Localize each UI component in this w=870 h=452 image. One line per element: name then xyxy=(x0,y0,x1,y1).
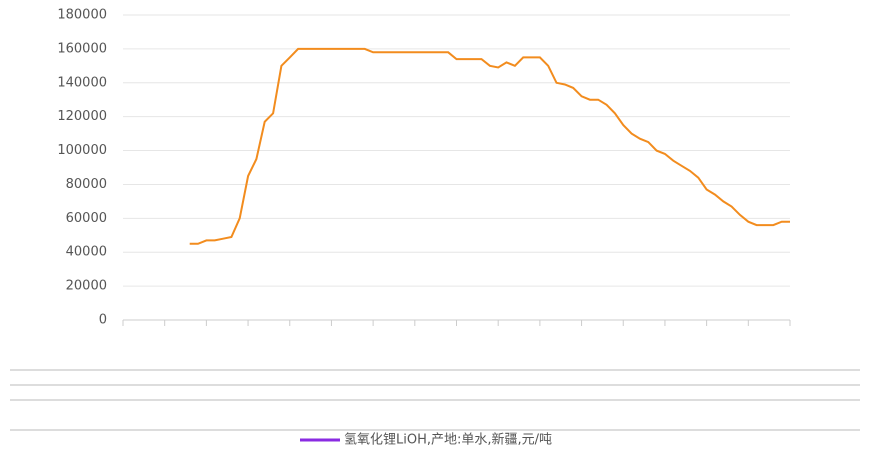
series-line xyxy=(189,47,790,245)
y-tick-label: 80000 xyxy=(66,177,107,192)
y-tick-label: 140000 xyxy=(57,75,107,90)
y-tick-label: 180000 xyxy=(57,8,107,23)
y-tick-label: 20000 xyxy=(66,279,107,294)
y-tick-label: 60000 xyxy=(66,211,107,226)
garbled-x-labels xyxy=(10,369,860,431)
y-tick-label: 40000 xyxy=(66,245,107,260)
legend-label: 氢氧化锂LiOH,产地:单水,新疆,元/吨 xyxy=(344,432,552,448)
y-tick-label: 0 xyxy=(99,313,107,328)
y-tick-label: 100000 xyxy=(57,143,107,158)
y-tick-label: 120000 xyxy=(57,109,107,124)
y-tick-label: 160000 xyxy=(57,41,107,56)
